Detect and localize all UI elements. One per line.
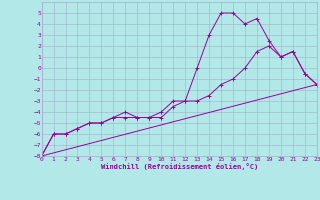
X-axis label: Windchill (Refroidissement éolien,°C): Windchill (Refroidissement éolien,°C) <box>100 163 258 170</box>
